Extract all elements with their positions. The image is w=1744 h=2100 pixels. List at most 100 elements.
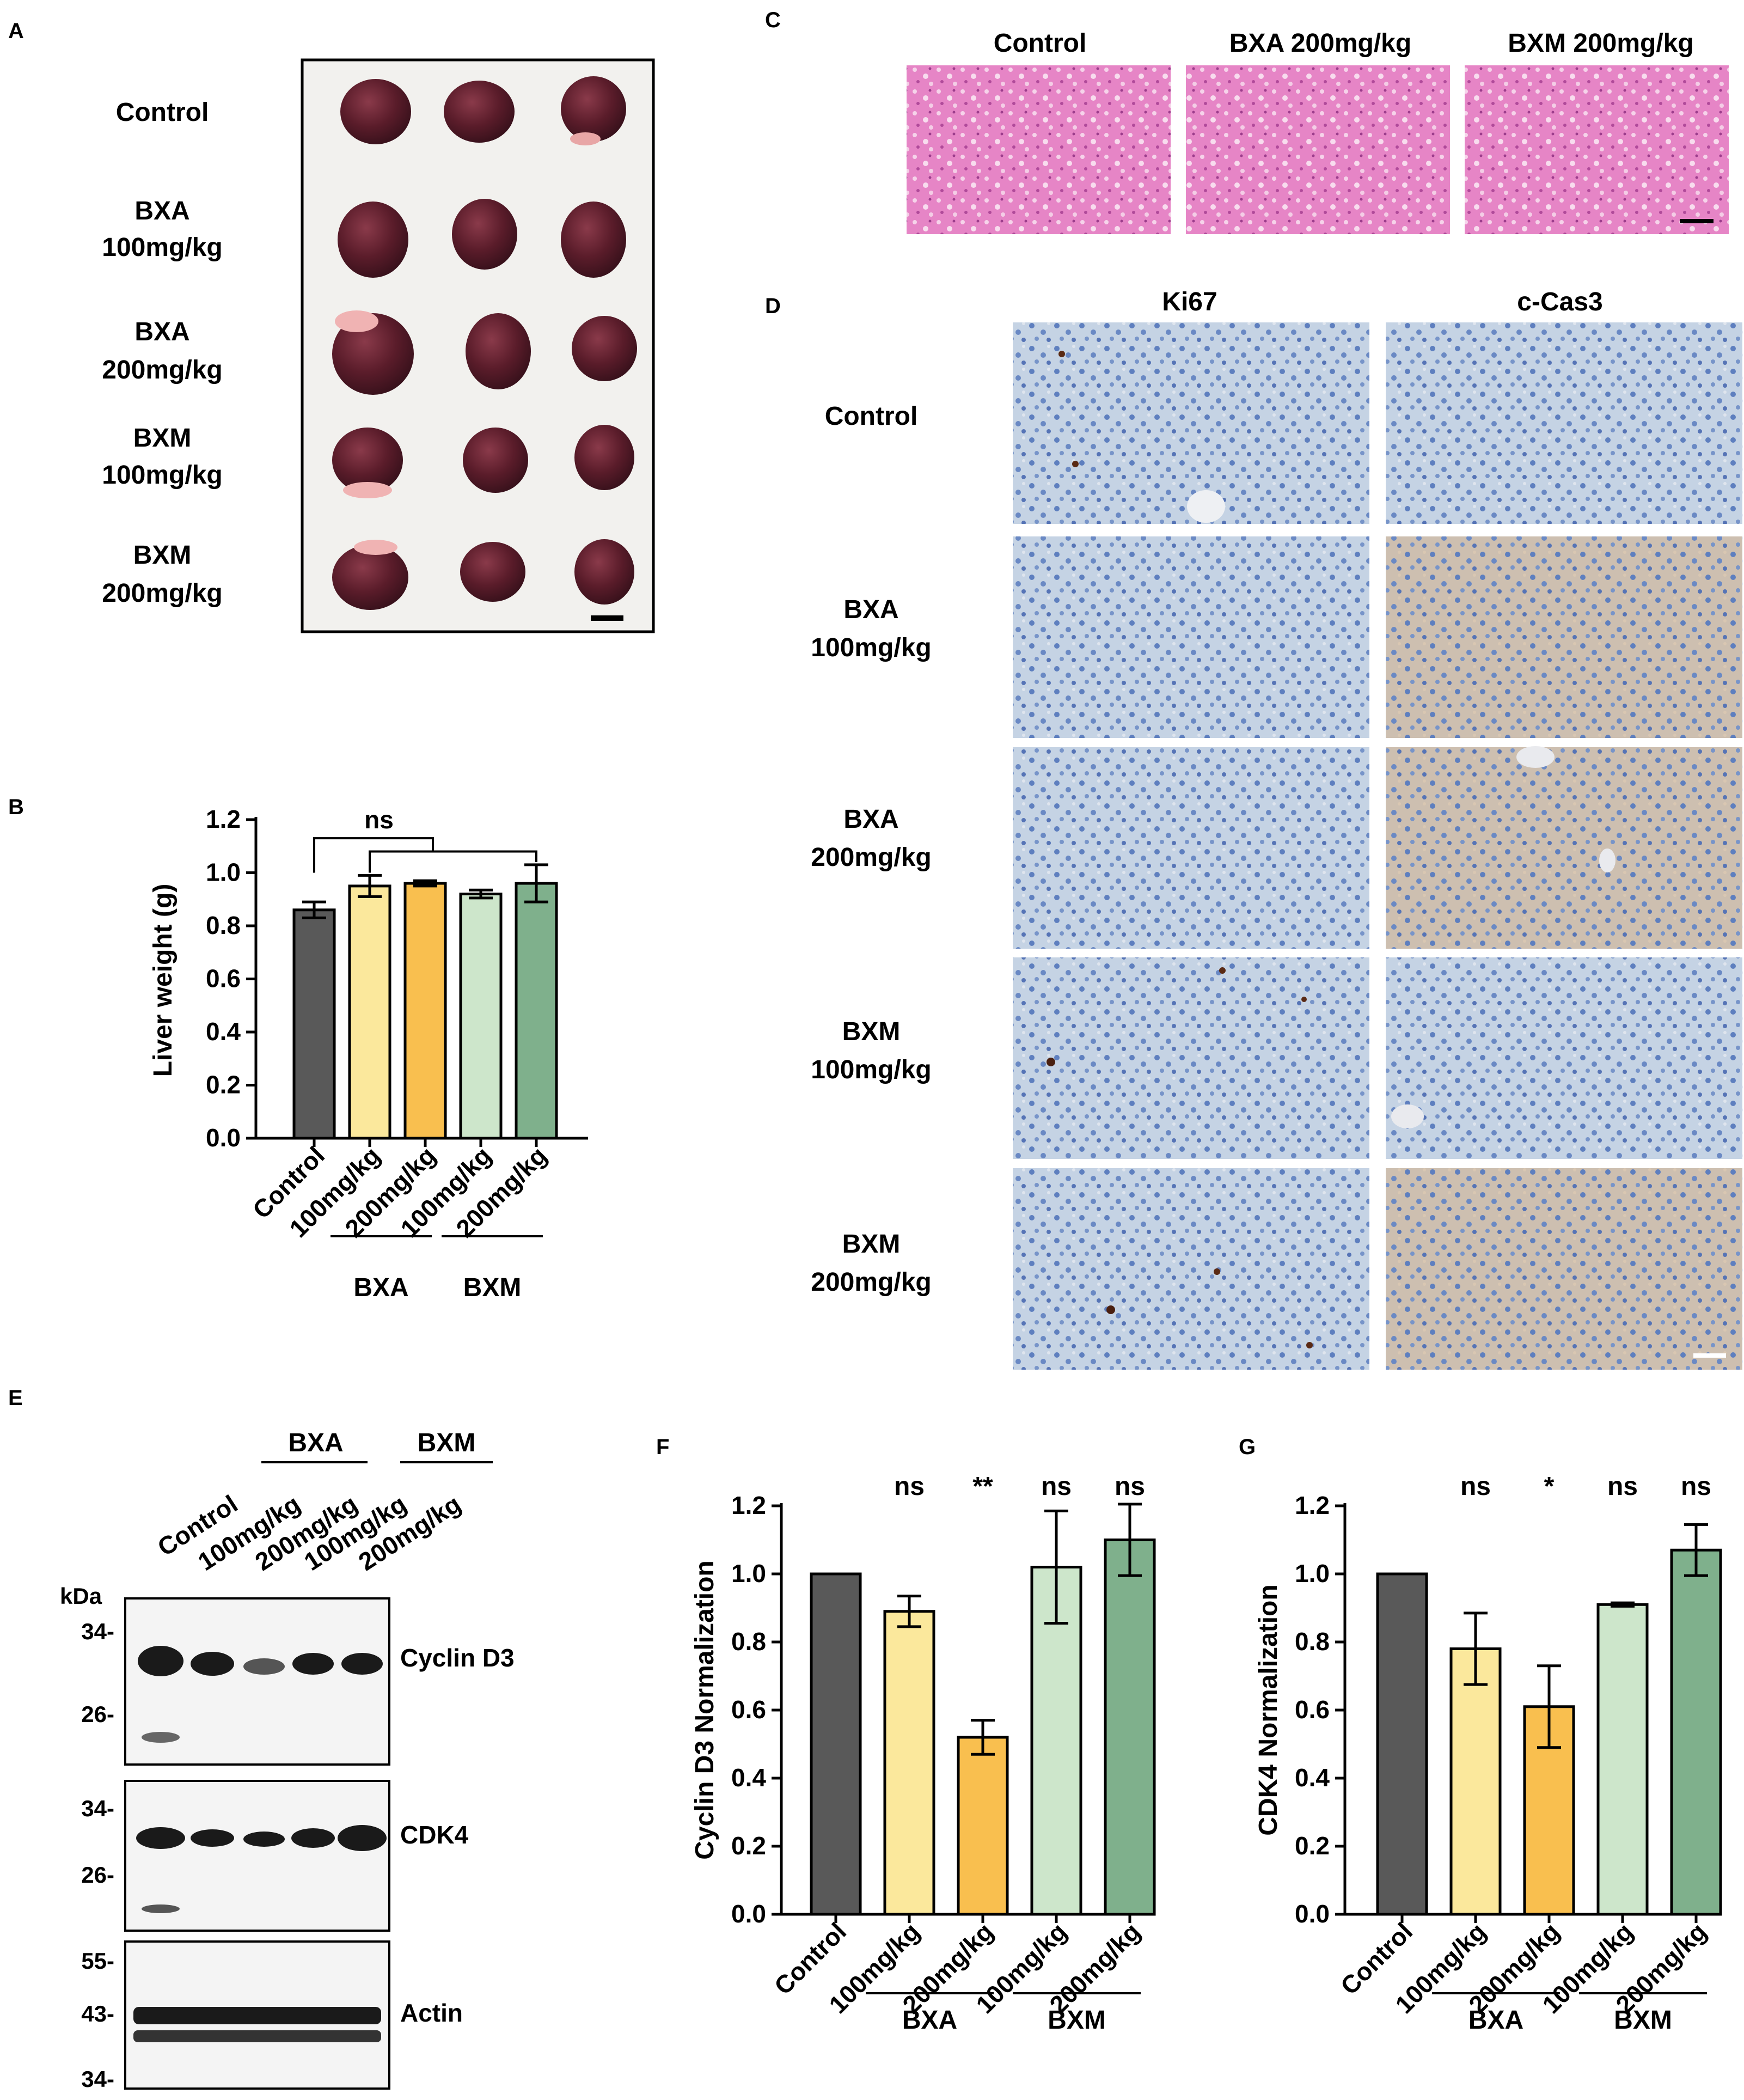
panel-a-row-label: Control [116, 98, 209, 127]
significance-label: ns [1460, 1472, 1491, 1501]
panel-a-row-label: BXM [133, 424, 192, 453]
panel-letter-g: G [1239, 1435, 1256, 1459]
kda-label: kDa [60, 1583, 102, 1609]
tissue-remnant [354, 540, 397, 555]
significance-label: ns [1041, 1472, 1072, 1501]
panel-a-row-label: 200mg/kg [102, 356, 222, 384]
panel-a-row-label: 100mg/kg [102, 461, 222, 490]
ihc-row-label: 100mg/kg [811, 633, 931, 662]
panel-letter-f: F [656, 1435, 669, 1459]
bar [515, 882, 558, 1140]
group-label: BXM [1614, 2006, 1672, 2035]
blot-band [243, 1832, 285, 1847]
significance-label: ns [364, 805, 394, 834]
significance-label: ** [972, 1472, 993, 1501]
blot-band [191, 1652, 234, 1676]
liver-specimen [572, 316, 637, 381]
panel-a-row-labels: Control BXA 100mg/kg BXA 200mg/kg BXM 10… [102, 98, 222, 608]
liver-specimen [332, 428, 403, 493]
liver-specimen [561, 76, 626, 142]
y-tick-label: 0.8 [206, 911, 241, 939]
y-tick-label: 1.0 [1295, 1559, 1330, 1588]
blot-band [243, 1658, 285, 1675]
panel-a-row-label: BXA [134, 318, 189, 346]
kda-marker: 34- [81, 1619, 114, 1644]
bar [403, 882, 447, 1140]
he-micrograph [1186, 65, 1450, 234]
he-micrograph [907, 65, 1171, 234]
blot-group-label: BXA [288, 1429, 343, 1457]
panel-a: A Control BXA 100mg/kg BXA 200mg/kg BXM … [8, 19, 655, 633]
significance-label: ns [894, 1472, 925, 1501]
protein-label: Cyclin D3 [400, 1644, 515, 1672]
kda-marker: 43- [81, 2001, 114, 2026]
ihc-micrograph [1386, 322, 1742, 524]
y-tick-label: 0.2 [731, 1832, 766, 1860]
kda-marker: 26- [81, 1701, 114, 1727]
bar [1376, 1572, 1428, 1916]
bar [292, 908, 336, 1140]
ihc-micrograph [1013, 536, 1369, 738]
positive-nucleus [1106, 1305, 1115, 1314]
ihc-row-label: BXM [842, 1230, 901, 1259]
y-tick-label: 0.0 [206, 1124, 241, 1152]
kda-marker: 55- [81, 1948, 114, 1974]
panel-a-row-label: BXA [134, 197, 189, 225]
tissue-remnant [570, 132, 601, 145]
he-column-label: BXA 200mg/kg [1229, 29, 1411, 58]
liver-specimen [332, 313, 414, 395]
blot-band [191, 1829, 234, 1847]
panel-d: D Ki67 c-Cas3 Control BXA 100mg/kg BXA 2… [765, 288, 1742, 1370]
vessel-lumen [1391, 1104, 1424, 1128]
positive-nucleus [1306, 1342, 1313, 1348]
kda-marker: 34- [81, 2066, 114, 2092]
y-axis-label: Liver weight (g) [149, 884, 178, 1077]
blot-band [136, 1827, 185, 1849]
ihc-micrograph [1013, 957, 1369, 1159]
ihc-micrograph [1013, 322, 1369, 524]
y-tick-label: 0.0 [1295, 1900, 1330, 1928]
ihc-micrographs [1013, 322, 1742, 1370]
bar [1449, 1647, 1502, 1916]
kda-marker: 26- [81, 1862, 114, 1888]
group-label: BXM [1048, 2006, 1106, 2035]
positive-nucleus [1214, 1268, 1220, 1275]
ihc-micrograph [1386, 747, 1742, 949]
y-tick-label: 0.6 [206, 964, 241, 993]
liver-photos [332, 76, 637, 610]
y-tick-label: 0.8 [731, 1627, 766, 1656]
blot-band [341, 1653, 383, 1675]
ihc-row-label: BXM [842, 1017, 901, 1046]
he-micrograph [1465, 65, 1729, 234]
liver-specimen [452, 199, 517, 270]
tissue-remnant [335, 310, 378, 332]
liver-specimen [466, 313, 531, 389]
y-tick-label: 1.2 [1295, 1491, 1330, 1519]
blot-band [338, 1825, 387, 1851]
significance-bracket [369, 850, 537, 873]
y-tick-label: 0.0 [731, 1900, 766, 1928]
liver-specimen [574, 539, 634, 605]
group-label: BXA [353, 1273, 408, 1302]
blot-band [291, 1828, 335, 1848]
blot-band [142, 1904, 180, 1913]
group-label: BXA [902, 2006, 957, 2035]
tissue-remnant [343, 482, 392, 498]
panel-letter-e: E [8, 1386, 23, 1410]
y-tick-label: 0.6 [731, 1695, 766, 1724]
liver-specimen [332, 545, 408, 610]
panel-letter-c: C [765, 8, 781, 32]
bar [1104, 1539, 1156, 1916]
positive-nucleus [1072, 461, 1079, 467]
blot-band [142, 1732, 180, 1743]
ihc-micrograph [1013, 1168, 1369, 1370]
vessel-lumen [1599, 848, 1616, 872]
panel-letter-d: D [765, 294, 781, 318]
chart-cyclin-d3: 0.0 0.2 0.4 0.6 0.8 1.0 1.2 Cyclin D3 Normaliza… [690, 1472, 1156, 2035]
positive-nucleus [1047, 1058, 1055, 1066]
kda-marker: 34- [81, 1796, 114, 1821]
he-column-label: BXM 200mg/kg [1508, 29, 1693, 58]
y-tick-label: 0.4 [1295, 1763, 1330, 1792]
